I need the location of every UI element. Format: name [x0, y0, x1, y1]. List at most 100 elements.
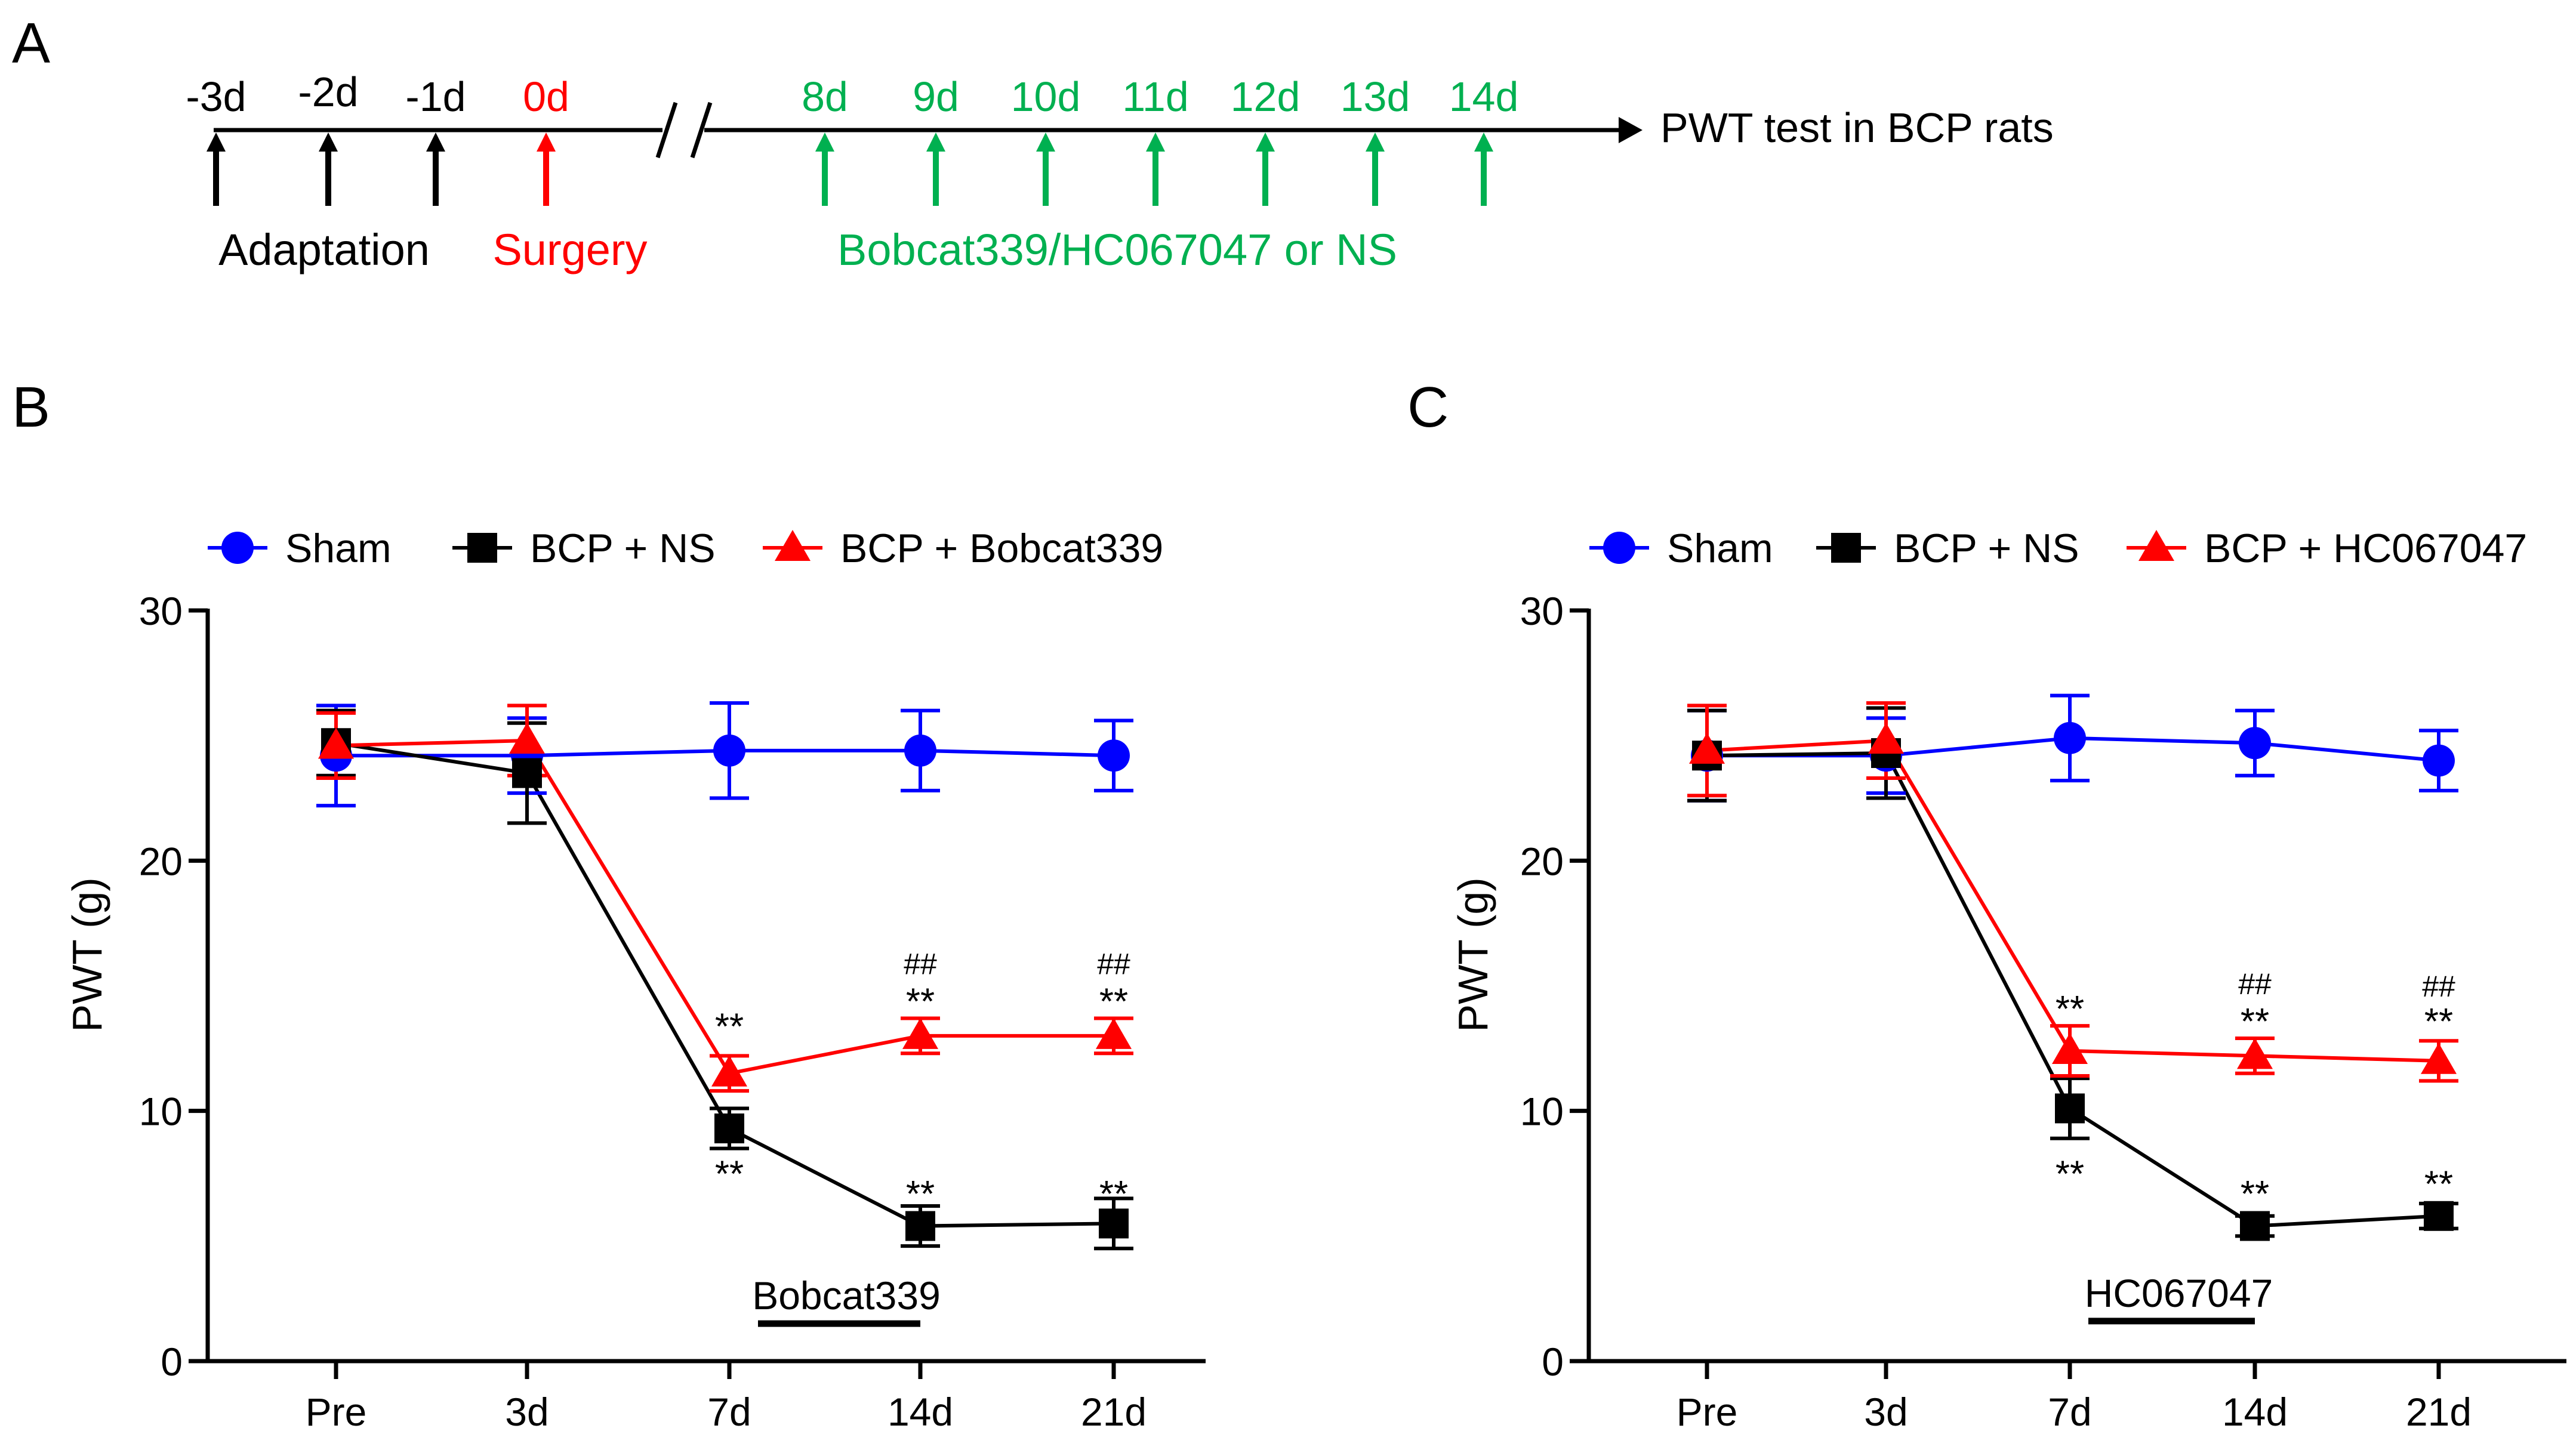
day-label--3d: -3d: [186, 73, 246, 120]
data-point-square: [1099, 1208, 1129, 1239]
legend-marker-triangle: [2138, 530, 2174, 561]
data-point-triangle: [711, 1055, 747, 1087]
significance-mark: ##: [2238, 967, 2272, 1001]
y-tick-label: 30: [139, 589, 183, 633]
y-tick-label: 30: [1520, 589, 1564, 633]
x-tick-label: 7d: [2048, 1390, 2091, 1434]
day-label--1d: -1d: [405, 73, 466, 120]
significance-mark: **: [906, 981, 935, 1022]
legend-label: BCP + HC067047: [2204, 526, 2527, 571]
x-tick-label: 14d: [2222, 1390, 2288, 1434]
y-tick-label: 10: [139, 1090, 183, 1134]
significance-mark: ##: [2422, 970, 2455, 1003]
panel-c-letter: C: [1407, 375, 1449, 439]
data-point-triangle: [2052, 1033, 2088, 1065]
x-tick-label: 21d: [2406, 1390, 2472, 1434]
data-point-triangle: [509, 723, 545, 754]
x-tick-label: 3d: [505, 1390, 548, 1434]
data-point-square: [714, 1113, 744, 1144]
data-point-square: [905, 1211, 935, 1241]
series-b: [316, 701, 1133, 1251]
day-label-8d: 8d: [802, 73, 848, 120]
x-tick-label: Pre: [1677, 1390, 1738, 1434]
day-arrowhead-8d: [815, 132, 834, 152]
timeline-end-label: PWT test in BCP rats: [1660, 104, 2054, 151]
day-label-10d: 10d: [1011, 73, 1081, 120]
legend-marker-square: [1831, 533, 1861, 563]
legend-label: Sham: [285, 526, 392, 571]
legend-label: BCP + NS: [1894, 526, 2079, 571]
significance-mark: **: [1099, 1174, 1128, 1215]
panel-c-chart: C Sham BCP + NS BCP + HC067047 0 10 20 30 Pre 3…: [1407, 375, 2566, 1434]
x-tick-label: 7d: [707, 1390, 751, 1434]
panel-b-letter: B: [12, 375, 50, 439]
data-point-square: [2240, 1211, 2270, 1241]
treatment-bar-label: Bobcat339: [752, 1273, 941, 1318]
data-point-circle: [2239, 727, 2271, 760]
surgery-label: Surgery: [492, 225, 647, 274]
significance-mark: ##: [904, 947, 937, 980]
x-tick-label: 21d: [1081, 1390, 1147, 1434]
panel-a-timeline: A -3d -2d -1d 0d 8d 9d 10d 11d 12d 13d 14d PWT te…: [12, 11, 2054, 274]
data-point-square: [2424, 1201, 2454, 1231]
significance-mark: **: [715, 1154, 744, 1195]
panel-b-chart: B Sham BCP + NS BCP + Bobcat339 0 10 20 30 Pre…: [12, 375, 1206, 1434]
significance-mark: **: [2424, 1164, 2453, 1205]
adaptation-label: Adaptation: [218, 225, 430, 274]
legend-label: BCP + Bobcat339: [840, 526, 1163, 571]
data-point-triangle: [902, 1017, 938, 1049]
x-tick-label: 14d: [888, 1390, 953, 1434]
data-point-triangle: [2421, 1042, 2457, 1074]
day-label-14d: 14d: [1449, 73, 1519, 120]
significance-mark: **: [2424, 1001, 2453, 1042]
day-arrowhead-12d: [1256, 132, 1275, 152]
axes-c: 0 10 20 30 Pre 3d 7d 14d 21d: [1520, 589, 2566, 1434]
timeline-arrowhead: [1619, 117, 1643, 143]
data-point-square: [2055, 1093, 2085, 1124]
data-point-square: [512, 758, 542, 788]
timeline-break-mark: [655, 101, 678, 159]
day-arrowhead-0d: [537, 132, 556, 152]
significance-mark: **: [2056, 989, 2084, 1030]
y-tick-label: 10: [1520, 1090, 1564, 1134]
day-label-0d: 0d: [523, 73, 569, 120]
treatment-label: Bobcat339/HC067047 or NS: [837, 225, 1397, 274]
data-point-circle: [2423, 744, 2455, 777]
day-label-12d: 12d: [1231, 73, 1301, 120]
significance-mark: **: [906, 1174, 935, 1215]
timeline-break-mark: [690, 101, 713, 159]
axes-b: 0 10 20 30 Pre 3d 7d 14d 21d: [139, 589, 1206, 1434]
treatment-bar-label: HC067047: [2085, 1271, 2273, 1315]
legend-c: Sham BCP + NS BCP + HC067047: [1589, 526, 2527, 571]
legend-b: Sham BCP + NS BCP + Bobcat339: [208, 526, 1163, 571]
data-point-triangle: [1096, 1017, 1132, 1049]
day-arrowhead--3d: [207, 132, 226, 152]
y-tick-label: 20: [1520, 839, 1564, 883]
day-arrowhead-10d: [1036, 132, 1055, 152]
day-arrowhead-9d: [926, 132, 945, 152]
data-point-circle: [2054, 721, 2086, 754]
data-point-triangle: [1868, 723, 1904, 754]
x-tick-label: 3d: [1864, 1390, 1908, 1434]
data-point-circle: [1098, 739, 1130, 772]
day-arrowhead-11d: [1146, 132, 1165, 152]
annotations-c: ****##****##****HC067047: [2056, 967, 2455, 1325]
data-point-triangle: [1689, 732, 1725, 764]
annotations-b: ****##****##****Bobcat339: [715, 947, 1130, 1327]
legend-marker-circle: [221, 532, 254, 564]
day-arrowhead--2d: [319, 132, 338, 152]
y-tick-label: 0: [161, 1340, 183, 1384]
legend-label: Sham: [1667, 526, 1773, 571]
significance-mark: ##: [1097, 947, 1130, 980]
day-label-9d: 9d: [913, 73, 959, 120]
y-axis-label-b: PWT (g): [64, 877, 110, 1032]
significance-mark: **: [715, 1006, 744, 1047]
legend-marker-circle: [1603, 532, 1635, 564]
data-point-triangle: [2237, 1038, 2273, 1069]
significance-mark: **: [1099, 981, 1128, 1022]
y-axis-label-c: PWT (g): [1450, 877, 1496, 1032]
significance-mark: **: [2056, 1154, 2084, 1195]
panel-a-letter: A: [12, 11, 50, 75]
day-label--2d: -2d: [298, 69, 358, 115]
x-tick-label: Pre: [306, 1390, 367, 1434]
